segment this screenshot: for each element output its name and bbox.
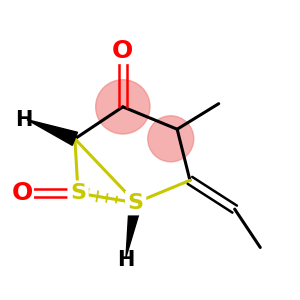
Polygon shape xyxy=(126,202,142,257)
Text: S: S xyxy=(70,183,86,203)
Circle shape xyxy=(96,80,150,134)
Text: H: H xyxy=(117,250,135,270)
Circle shape xyxy=(148,116,194,162)
Text: H: H xyxy=(15,110,32,130)
Polygon shape xyxy=(27,120,77,145)
Text: S: S xyxy=(128,193,144,213)
Text: O: O xyxy=(112,39,134,63)
Text: O: O xyxy=(11,181,33,205)
